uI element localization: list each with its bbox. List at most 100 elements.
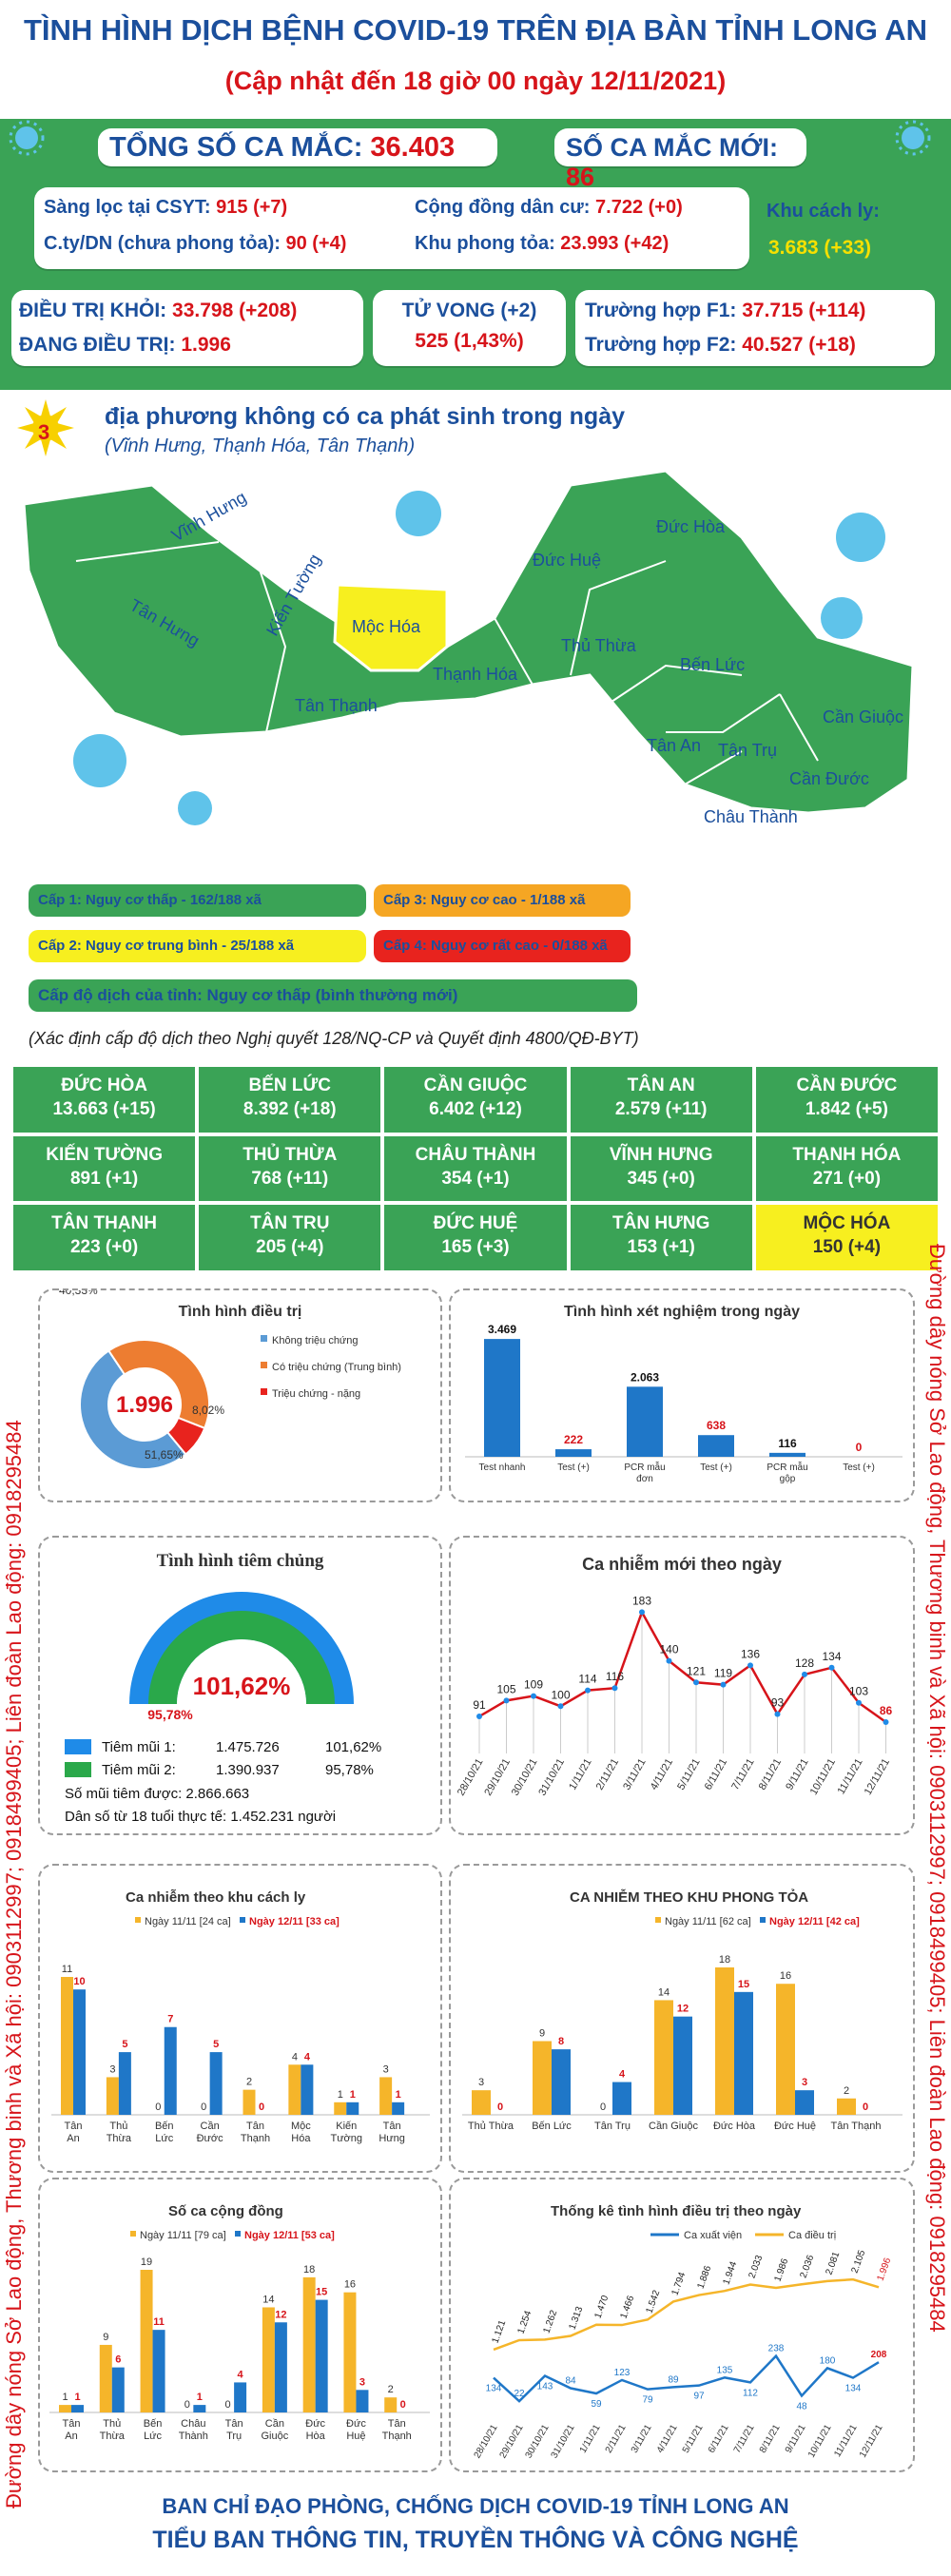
gauge-big-label: 101,62%: [193, 1672, 291, 1700]
quarantine-panel: Ca nhiễm theo khu cách ly Ngày 11/11 [24 …: [38, 1864, 442, 2173]
map-label-chau-thanh: Châu Thành: [704, 807, 798, 826]
tick-label: 11/11/21: [836, 1757, 865, 1797]
tick-label: Tân: [388, 2418, 406, 2430]
district-name: MỘC HÓA: [803, 1213, 891, 1234]
tick-label: Đước: [197, 2133, 224, 2144]
recovery-box: ĐIỀU TRỊ KHỎI: 33.798 (+208) ĐANG ĐIỀU T…: [11, 290, 363, 366]
legend-label: Ngày 12/11 [33 ca]: [249, 1916, 340, 1927]
data-label: 16: [780, 1970, 791, 1982]
map-label-tan-tru: Tân Trụ: [718, 741, 777, 760]
f1-label: Trường hợp F1:: [585, 300, 737, 321]
sun-badge-icon: [17, 399, 74, 456]
district-value: 13.663 (+15): [52, 1099, 156, 1119]
tick-label: 6/11/21: [703, 1757, 729, 1792]
chart-title: Tình hình tiêm chủng: [156, 1551, 324, 1571]
level-note: (Xác định cấp độ dịch theo Nghị quyết 12…: [29, 1029, 639, 1048]
chart-title: Ca nhiễm theo khu cách ly: [126, 1889, 306, 1906]
legend-label: Tiêm mũi 1:: [102, 1739, 176, 1755]
tick-label: 7/11/21: [732, 2423, 757, 2455]
quarantine-bar-chart: Ca nhiễm theo khu cách ly Ngày 11/11 [24 …: [51, 1889, 430, 2144]
tick-label: 4/11/21: [655, 2423, 680, 2455]
tick-label: Test nhanh: [479, 1462, 526, 1473]
tick-label: Tân: [225, 2418, 243, 2430]
vaccination-panel: Tình hình tiêm chủng 101,62% 95,78% Tiêm m…: [38, 1536, 442, 1835]
data-label: 105: [496, 1682, 515, 1695]
dose1-pct: 101,62%: [325, 1739, 381, 1755]
level-4-legend: Cấp 4: Nguy cơ rất cao - 0/188 xã: [374, 930, 631, 962]
bar: [533, 2041, 552, 2115]
data-label: 14: [262, 2294, 274, 2305]
hotline-left: Đường dây nóng Sở Lao động, Thương binh …: [2, 1420, 26, 2508]
tick-label: Mộc: [291, 2121, 311, 2132]
tick-label: 2/11/21: [594, 1757, 621, 1792]
tick-label: Huệ: [346, 2431, 365, 2442]
gauge-inner: [148, 1611, 335, 1704]
legend-label: Ca điều trị: [788, 2230, 836, 2241]
new-cases-value: 86: [566, 163, 595, 191]
tick-label: Bến Lức: [532, 2121, 572, 2132]
legend-label: Tiêm mũi 2:: [102, 1762, 176, 1778]
bar: [356, 2390, 369, 2412]
data-label: 3.469: [488, 1323, 516, 1336]
legend-label: Triệu chứng - nặng: [272, 1388, 360, 1400]
district-cell: THẠNH HÓA 271 (+0): [753, 1133, 940, 1204]
legend-swatch: [130, 2231, 136, 2237]
bar: [61, 1977, 73, 2115]
data-label: 1: [197, 2392, 203, 2403]
recovered-label: ĐIỀU TRỊ KHỎI:: [19, 300, 167, 321]
f1-value: 37.715 (+114): [742, 300, 866, 321]
tick-label: Cần Giuộc: [649, 2121, 698, 2132]
data-label: 4: [292, 2051, 298, 2063]
tick-label: Lức: [155, 2133, 173, 2144]
tick-label: 1/11/21: [578, 2423, 603, 2455]
data-label: 638: [707, 1419, 726, 1432]
district-name: THỦ THỪA: [243, 1144, 338, 1165]
district-cell: MỘC HÓA 150 (+4): [753, 1203, 940, 1273]
bar: [152, 2330, 165, 2412]
data-label: 0: [400, 2399, 406, 2411]
data-label: 12: [275, 2309, 286, 2320]
total-cases-label: TỔNG SỐ CA MẮC:: [109, 132, 363, 163]
tick-label: 6/11/21: [707, 2423, 731, 2455]
treating-label: ĐANG ĐIỀU TRỊ:: [19, 334, 176, 356]
data-label: 3: [478, 2077, 484, 2088]
donut-center-label: 1.996: [116, 1392, 173, 1418]
data-point: [531, 1693, 536, 1699]
data-label: 140: [659, 1643, 678, 1656]
total-cases-value: 36.403: [370, 132, 456, 163]
district-name: TÂN AN: [627, 1075, 695, 1095]
series-line: [478, 1609, 887, 1724]
district-cell: TÂN AN 2.579 (+11): [568, 1065, 754, 1134]
district-name: VĨNH HƯNG: [609, 1144, 713, 1165]
tick-label: PCR mẫu: [624, 1461, 665, 1473]
tick-label: 8/11/21: [758, 2423, 783, 2455]
source-box: Sàng lọc tại CSYT: 915 (+7) Cộng đồng dâ…: [34, 187, 749, 269]
map-label-tan-an: Tân An: [647, 736, 701, 755]
tick-label: Cần: [265, 2418, 284, 2430]
bar: [209, 2052, 223, 2115]
data-label: 1: [338, 2089, 343, 2101]
adult-population: Dân số từ 18 tuổi thực tế: 1.452.231 ngư…: [65, 1809, 336, 1825]
data-label: 2: [388, 2384, 394, 2395]
data-label: 48: [796, 2401, 807, 2411]
tick-label: 31/10/21: [550, 2423, 577, 2461]
summary-panel: TỔNG SỐ CA MẮC: 36.403 SỐ CA MẮC MỚI: 86…: [0, 119, 951, 390]
map-label-duc-hue: Đức Huệ: [533, 551, 601, 570]
district-value: 8.392 (+18): [243, 1099, 337, 1119]
data-label: 183: [632, 1594, 651, 1607]
legend-swatch: [65, 1762, 91, 1777]
bar: [343, 2292, 357, 2412]
data-label: 4: [619, 2069, 626, 2081]
bar: [73, 1989, 86, 2115]
legend-swatch: [261, 1362, 267, 1368]
data-label: 0: [225, 2399, 231, 2411]
district-cell: CHÂU THÀNH 354 (+1): [382, 1133, 569, 1204]
data-label: 0: [600, 2101, 606, 2113]
data-label: 2: [246, 2077, 252, 2088]
data-label: 208: [871, 2350, 887, 2360]
dose2-pct: 95,78%: [325, 1762, 374, 1778]
bar: [243, 2089, 256, 2115]
province-level: Cấp độ dịch của tỉnh: Nguy cơ thấp (bình…: [29, 979, 637, 1012]
new-cases-box: SỐ CA MẮC MỚI: 86: [554, 128, 806, 191]
district-value: 2.579 (+11): [614, 1099, 708, 1119]
